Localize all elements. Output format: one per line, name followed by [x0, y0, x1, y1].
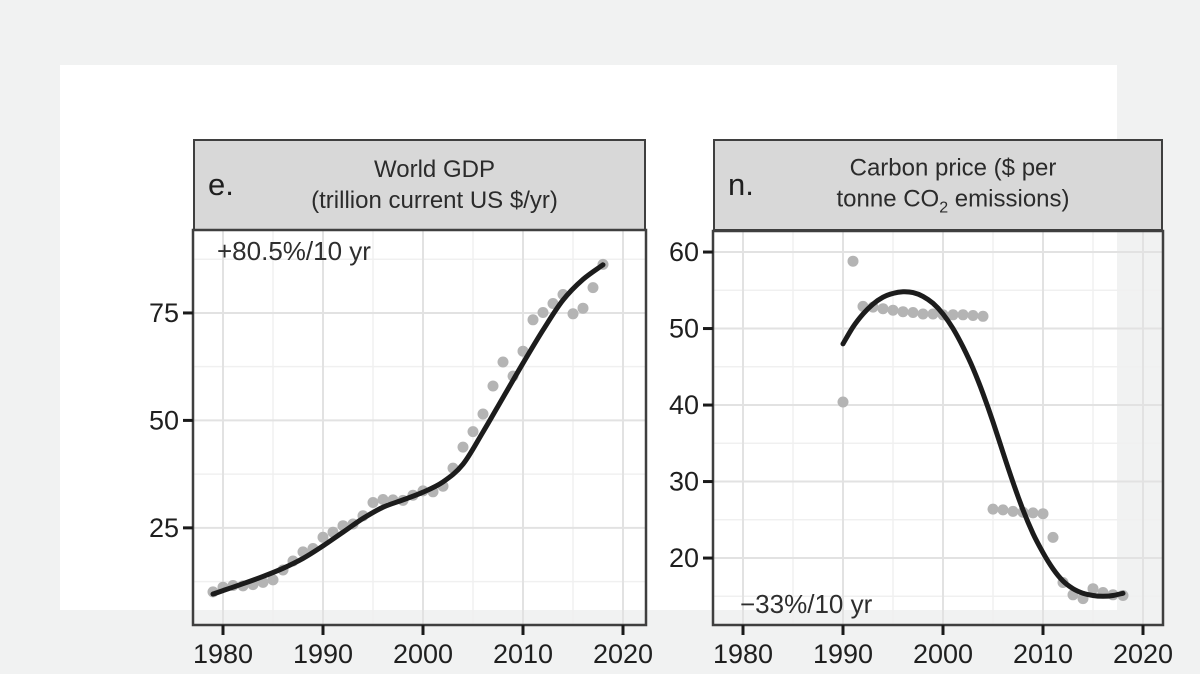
co2-subscript: 2: [939, 199, 949, 217]
svg-text:20: 20: [669, 543, 699, 573]
axis-ticks: [703, 250, 1145, 635]
svg-text:25: 25: [149, 513, 179, 543]
panel-e-title-line1: World GDP: [374, 156, 495, 183]
trend-line: [210, 262, 606, 597]
svg-text:1980: 1980: [713, 639, 773, 669]
figure-canvas: e. World GDP (trillion current US $/yr) …: [60, 65, 1173, 669]
trend-line: [840, 289, 1126, 599]
panel-n-letter: n.: [728, 167, 754, 202]
svg-text:60: 60: [669, 237, 699, 267]
svg-text:75: 75: [149, 298, 179, 328]
svg-text:50: 50: [669, 314, 699, 344]
axis-ticks: [183, 311, 625, 635]
panel-n-title-line1: Carbon price ($ per: [849, 154, 1057, 182]
scatter-points: [837, 255, 1129, 605]
svg-text:30: 30: [669, 467, 699, 497]
svg-text:2010: 2010: [493, 639, 553, 669]
svg-text:2000: 2000: [393, 639, 453, 669]
panel-e-title-line2: (trillion current US $/yr): [311, 187, 558, 214]
gridlines: [193, 230, 646, 625]
svg-text:2000: 2000: [913, 639, 973, 669]
panel-border: [191, 228, 648, 627]
svg-text:1980: 1980: [193, 639, 253, 669]
panel-e-title: World GDP (trillion current US $/yr): [235, 154, 634, 216]
panel-e-letter: e.: [208, 167, 234, 202]
svg-text:2020: 2020: [1113, 639, 1173, 669]
axis-tick-labels: 1980 1990 2000 2010 2020 25 50 75: [149, 298, 653, 669]
svg-text:1990: 1990: [813, 639, 873, 669]
panel-n-title-line2: tonne CO2 emissions): [836, 185, 1070, 217]
panel-n-header: n. Carbon price ($ per tonne CO2 emissio…: [713, 139, 1163, 231]
panel-border: [711, 229, 1165, 627]
gridlines: [713, 231, 1163, 625]
panel-n-title: Carbon price ($ per tonne CO2 emissions): [755, 153, 1151, 218]
panel-e-plot: 1980 1990 2000 2010 2020 25 50 75: [149, 228, 653, 669]
panel-e-header: e. World GDP (trillion current US $/yr): [193, 139, 646, 231]
panel-e-trend-annotation: +80.5%/10 yr: [217, 236, 371, 266]
svg-text:2010: 2010: [1013, 639, 1073, 669]
svg-text:40: 40: [669, 390, 699, 420]
svg-text:1990: 1990: [293, 639, 353, 669]
panel-n-trend-annotation: −33%/10 yr: [740, 589, 873, 619]
svg-text:2020: 2020: [593, 639, 653, 669]
svg-text:50: 50: [149, 405, 179, 435]
scatter-points: [207, 258, 609, 598]
